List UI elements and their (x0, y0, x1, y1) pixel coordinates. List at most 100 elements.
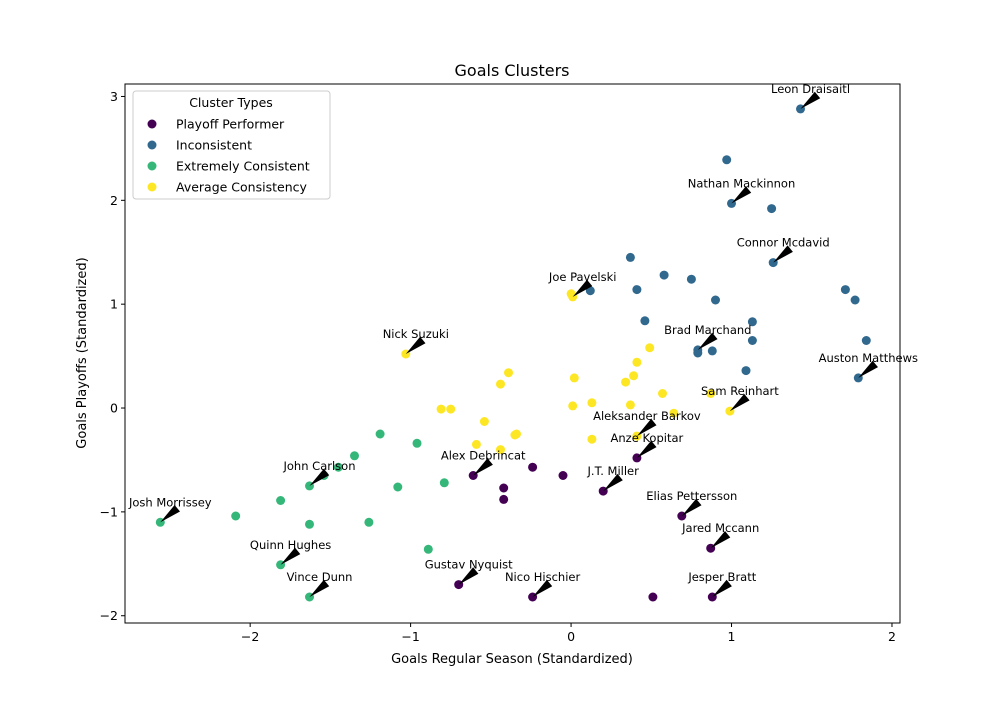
data-point (587, 434, 597, 444)
annotation-label: Connor Mcdavid (737, 236, 830, 250)
data-point (686, 274, 696, 284)
y-tick-label: 1 (110, 297, 118, 312)
annotation-label: Vince Dunn (287, 570, 353, 584)
data-point (504, 368, 513, 378)
data-point (350, 451, 359, 461)
legend-label: Inconsistent (176, 138, 252, 153)
legend-box (132, 90, 331, 200)
data-point (393, 482, 403, 492)
annotation-arrow (603, 473, 623, 492)
annotation-arrow (636, 440, 657, 458)
data-point (496, 379, 505, 389)
data-point (669, 408, 679, 418)
x-tick-label: −1 (401, 629, 419, 644)
annotation-label: Brad Marchand (664, 323, 751, 337)
points-layer (155, 104, 871, 602)
data-point (585, 286, 595, 296)
data-point (632, 357, 642, 367)
annotations-layer: Leon Draisaitl Nathan Mackinnon Connor Mcd… (128, 82, 918, 597)
annotation-label: Anze Kopitar (611, 431, 684, 445)
annotation-arrow (729, 393, 750, 412)
annotation-arrow (636, 418, 657, 437)
annotation-arrow (800, 91, 821, 109)
chart-title: Goals Clusters (455, 61, 570, 80)
x-tick-label: 2 (888, 629, 896, 644)
annotation-arrow (309, 579, 330, 597)
annotation-label: J.T. Miller (587, 464, 640, 478)
annotation-label: Nathan Mackinnon (688, 176, 796, 190)
x-tick-label: −2 (241, 629, 259, 644)
annotation-arrow (712, 579, 732, 597)
data-point (741, 366, 751, 376)
annotation-arrow (681, 498, 702, 516)
data-point (850, 295, 860, 305)
annotation-arrow (731, 186, 752, 204)
axes-frame (124, 83, 901, 624)
annotation-label: John Carlson (283, 459, 356, 473)
y-tick-label: 3 (110, 89, 118, 104)
annotation-arrow (473, 458, 493, 476)
legend: Cluster Types Playoff Performer Inconsist… (132, 90, 331, 200)
legend-marker (147, 182, 157, 192)
x-tick-label: 0 (567, 629, 575, 644)
annotation-arrow (458, 567, 479, 585)
annotation-label: Alex Debrincat (441, 449, 526, 463)
annotation-arrow (405, 336, 426, 354)
ticks-layer: −2 −1 0 1 2 −2 −1 0 1 2 3 (100, 89, 896, 644)
data-point (722, 155, 732, 165)
annotation-arrow (697, 332, 718, 350)
data-point (767, 204, 777, 214)
data-point (711, 295, 720, 305)
data-point (625, 252, 635, 262)
data-point (412, 438, 422, 448)
data-point (231, 511, 241, 521)
data-point (496, 445, 505, 455)
x-axis-label: Goals Regular Season (Standardized) (391, 652, 633, 667)
y-tick-label: −2 (100, 608, 118, 623)
legend-items: Playoff Performer Inconsistent Extremely C… (147, 117, 310, 195)
data-point (632, 285, 642, 295)
annotation-arrow (309, 468, 330, 486)
data-point (625, 400, 635, 410)
y-tick-label: −1 (100, 504, 118, 519)
annotation-arrow (532, 579, 553, 597)
data-point (587, 398, 597, 408)
data-point (333, 462, 343, 472)
data-point (645, 343, 655, 353)
data-point (648, 592, 658, 602)
annotation-label: Aleksander Barkov (593, 409, 701, 423)
annotation-arrow (710, 531, 731, 549)
legend-title: Cluster Types (189, 95, 273, 110)
annotation-arrow (572, 279, 593, 297)
data-point (707, 346, 717, 356)
y-axis-label: Goals Playoffs (Standardized) (75, 257, 90, 448)
annotation-label: Leon Draisaitl (771, 82, 850, 96)
annotation-label: Jared Mccann (681, 521, 759, 535)
data-point (364, 517, 374, 527)
annotation-label: Sam Reinhart (701, 384, 779, 398)
annotation-arrow (280, 547, 301, 565)
data-point (840, 285, 850, 295)
annotation-label: Quinn Hughes (250, 538, 331, 552)
data-point (747, 317, 757, 327)
legend-label: Average Consistency (176, 180, 307, 195)
data-point (569, 373, 579, 383)
data-point (436, 404, 446, 414)
data-point (439, 478, 449, 488)
data-point (659, 270, 669, 280)
annotation-arrow (160, 505, 180, 523)
legend-label: Extremely Consistent (176, 159, 310, 174)
data-point (861, 336, 871, 345)
data-point (446, 404, 456, 414)
data-point (512, 429, 521, 439)
annotation-label: Elias Pettersson (646, 489, 737, 503)
annotation-label: Nick Suzuki (383, 327, 449, 341)
data-point (621, 377, 631, 387)
data-point (747, 336, 757, 345)
data-point (693, 348, 703, 358)
data-point (276, 496, 286, 505)
annotation-label: Auston Matthews (819, 351, 918, 365)
data-point (558, 471, 568, 480)
legend-marker (147, 119, 157, 129)
